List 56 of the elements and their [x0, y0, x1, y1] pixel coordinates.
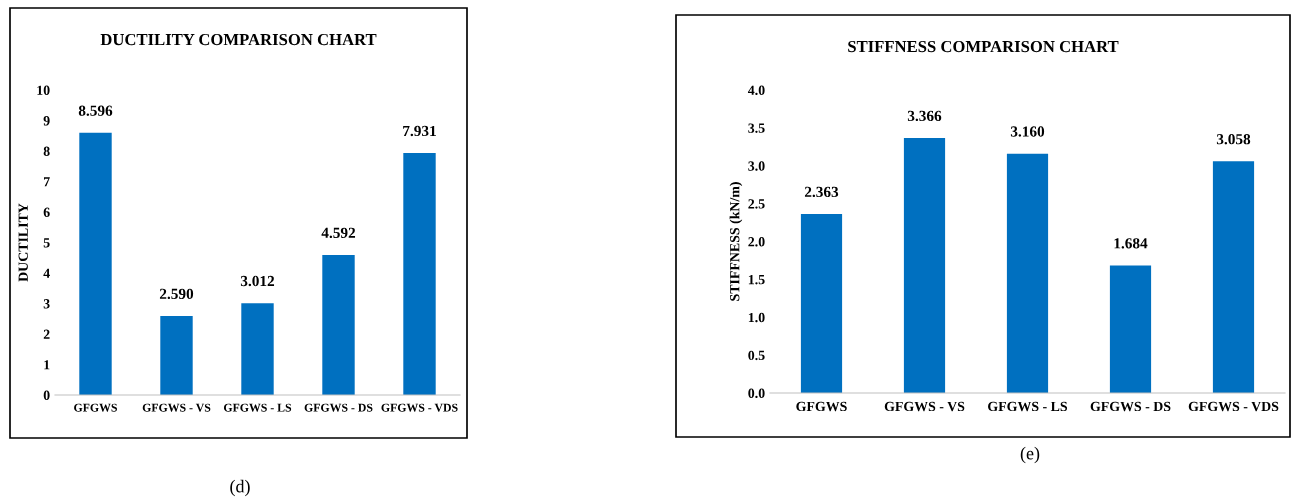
x-tick-label: GFGWS — [74, 403, 117, 412]
bar — [241, 303, 274, 395]
y-tick-label: 5 — [43, 238, 50, 248]
y-axis-title: DUCTILITY — [18, 203, 28, 282]
data-label: 3.012 — [240, 275, 275, 287]
data-label: 3.366 — [907, 110, 942, 122]
y-tick-label: 3.5 — [748, 123, 765, 133]
data-label: 2.590 — [159, 288, 194, 300]
x-tick-label: GFGWS - VS — [142, 403, 211, 412]
bar — [1109, 265, 1152, 393]
bar — [160, 316, 193, 395]
data-label: 8.596 — [78, 105, 113, 116]
chart-title: DUCTILITY COMPARISON CHART — [100, 33, 377, 46]
x-tick-label: GFGWS - LS — [223, 403, 292, 412]
data-label: 3.160 — [1010, 126, 1045, 137]
data-label: 7.931 — [403, 125, 436, 137]
y-tick-label: 1.0 — [748, 312, 765, 323]
y-tick-label: 1 — [44, 360, 50, 370]
x-tick-label: GFGWS - DS — [1090, 401, 1171, 412]
y-tick-label: 4 — [43, 268, 50, 278]
x-tick-label: GFGWS - LS — [988, 401, 1068, 412]
x-tick-label: GFGWS - VDS — [1188, 401, 1279, 412]
chart-title: STIFFNESS COMPARISON CHART — [848, 40, 1119, 53]
y-tick-label: 3 — [43, 299, 50, 309]
bar — [79, 132, 112, 395]
x-tick-label: GFGWS - DS — [304, 403, 373, 412]
y-tick-label: 8 — [43, 146, 50, 156]
y-tick-label: 2.5 — [748, 199, 765, 209]
data-label: 2.363 — [804, 186, 839, 198]
y-tick-label: 0.0 — [748, 388, 765, 399]
y-tick-label: 10 — [37, 85, 50, 95]
data-label: 3.058 — [1216, 134, 1251, 145]
bar — [1212, 161, 1255, 393]
y-axis-title: STIFFNESS (kN/m) — [729, 182, 743, 301]
y-tick-label: 2 — [43, 329, 50, 339]
y-tick-label: 4.0 — [747, 85, 765, 96]
text: (e) — [1020, 446, 1040, 464]
y-tick-label: 3.0 — [748, 161, 765, 171]
bar — [903, 138, 946, 393]
data-label: 1.684 — [1114, 238, 1148, 249]
x-tick-label: GFGWS — [796, 401, 847, 412]
x-tick-label: GFGWS - VDS — [381, 403, 458, 412]
bar — [403, 153, 436, 395]
y-tick-label: 0.5 — [748, 350, 765, 361]
bar — [800, 214, 843, 393]
bar — [322, 254, 355, 395]
y-tick-label: 2.0 — [748, 237, 765, 247]
x-tick-label: GFGWS - VS — [884, 401, 965, 412]
bar — [1006, 153, 1049, 393]
y-tick-label: 7 — [43, 177, 50, 187]
y-tick-label: 1.5 — [748, 275, 765, 285]
y-tick-label: 9 — [43, 116, 50, 126]
y-tick-label: 0 — [43, 390, 50, 400]
data-label: 4.592 — [321, 227, 356, 239]
y-tick-label: 6 — [43, 207, 50, 217]
text: (d) — [230, 479, 250, 497]
